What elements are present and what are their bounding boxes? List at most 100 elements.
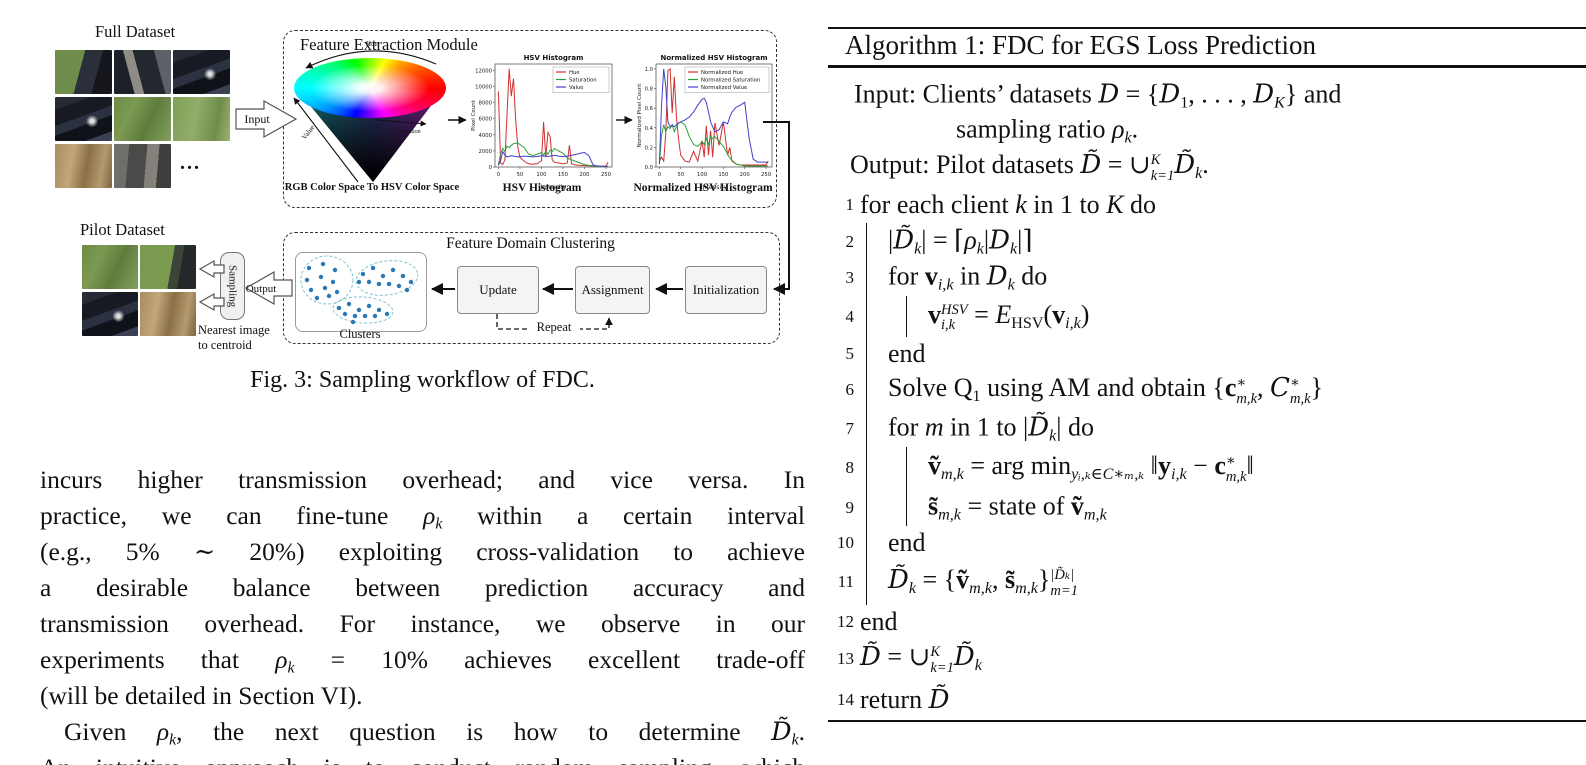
algorithm-line-5: 5 end: [828, 337, 1586, 370]
algorithm-bottom-rule: [828, 720, 1586, 722]
feature-domain-clustering-title: Feature Domain Clustering: [446, 235, 615, 252]
svg-text:Pixel Count: Pixel Count: [471, 99, 477, 131]
algorithm-line-6: 6 Solve Q1 using AM and obtain {c ∗ m,k, C ∗…: [828, 370, 1586, 410]
normalized-histogram-caption: Normalized HSV Histogram: [633, 182, 773, 194]
svg-text:6000: 6000: [479, 117, 493, 123]
algorithm-line-12: 12 end: [828, 605, 1586, 638]
algorithm-header-line: sampling ratio ρk.: [956, 114, 1139, 146]
body-paragraph: incurs higher transmission overhead; and…: [40, 462, 805, 765]
algorithm-indent-bar: [866, 489, 867, 526]
svg-text:150: 150: [718, 172, 729, 178]
algorithm-indent-bar: [866, 337, 867, 370]
body-text-line: a desirable balance between prediction a…: [40, 573, 805, 602]
svg-text:HSV Histogram: HSV Histogram: [524, 54, 584, 62]
hsv-histogram-chart: HSV Histogram020004000600080001000012000…: [471, 54, 613, 191]
hsv-histogram-caption: HSV Histogram: [502, 182, 582, 194]
algorithm-indent-bar: [866, 410, 867, 447]
svg-text:250: 250: [601, 172, 612, 178]
svg-text:200: 200: [740, 172, 751, 178]
algorithm-line-number: 10: [837, 532, 854, 552]
algorithm-line-4: 4 v HSV i,k = EHSV(vi,k): [828, 296, 1586, 337]
full-dataset-label: Full Dataset: [95, 22, 176, 41]
dataset-image: [82, 292, 138, 336]
dataset-image: [173, 97, 230, 141]
svg-text:10000: 10000: [475, 85, 492, 91]
body-text-line: transmission overhead. For instance, we …: [40, 609, 805, 638]
svg-text:100: 100: [536, 172, 547, 178]
algorithm-line-number: 13: [837, 649, 854, 668]
algorithm-line-3: 3 for vi,k in Dk do: [828, 260, 1586, 296]
svg-text:50: 50: [517, 172, 524, 178]
svg-text:50: 50: [677, 172, 684, 178]
dataset-image: [55, 50, 112, 94]
algorithm-indent-bar: [866, 526, 867, 559]
svg-text:0.2: 0.2: [645, 145, 653, 151]
nearest-image-note: Nearest image to centroid: [198, 323, 270, 352]
svg-text:Normalized Pixel Count: Normalized Pixel Count: [637, 83, 643, 148]
algorithm-line-8: 8 ṽm,k = arg minyᵢ,ₖ∈C∗ₘ,ₖ ‖yi,k − c ∗ m,k ‖: [828, 447, 1586, 489]
svg-text:100: 100: [697, 172, 708, 178]
algorithm-line-number: 1: [845, 194, 855, 214]
algorithm-line-number: 3: [845, 268, 855, 287]
algorithm-line-11: 11 D̃k = {ṽm,k, s̃m,k} |D̃ₖ| m=1: [828, 559, 1586, 605]
dataset-image: [114, 50, 171, 94]
svg-text:Intensity: Intensity: [540, 184, 567, 191]
figure-caption: Fig. 3: Sampling workflow of FDC.: [250, 367, 595, 393]
algorithm-title: Algorithm 1: FDC for EGS Loss Prediction: [845, 30, 1316, 60]
algorithm-line-number: 7: [845, 418, 855, 438]
algorithm-header-line: Input: Clients’ datasets D = {D1, . . . …: [854, 79, 1342, 111]
svg-text:Normalized Saturation: Normalized Saturation: [701, 78, 760, 84]
algorithm-line-number: 12: [837, 611, 854, 631]
initialization-box: Initialization: [685, 266, 767, 314]
algorithm-line-number: 4: [845, 306, 855, 326]
clusters-scatter: [300, 255, 419, 325]
algorithm-line-number: 14: [837, 690, 854, 709]
pilot-dataset-label: Pilot Dataset: [80, 220, 165, 239]
algorithm-line-number: 8: [845, 458, 855, 477]
clusters-label: Clusters: [339, 327, 381, 341]
algorithm-line-number: 5: [845, 343, 855, 363]
body-text-line: practice, we can fine-tune ρk within a c…: [40, 501, 805, 533]
svg-text:Hue: Hue: [569, 70, 580, 76]
sampling-box: Sampling: [220, 252, 245, 320]
svg-text:200: 200: [579, 172, 590, 178]
update-box: Update: [457, 266, 539, 314]
svg-text:0: 0: [497, 172, 501, 178]
svg-text:Saturation: Saturation: [569, 78, 597, 84]
svg-text:150: 150: [558, 172, 569, 178]
hsv-cone-illustration: [292, 50, 448, 182]
svg-text:0: 0: [658, 172, 662, 178]
algorithm-indent-bar: [906, 447, 907, 489]
input-arrow-label: Input: [244, 112, 270, 126]
svg-text:0.0: 0.0: [645, 165, 654, 171]
dataset-image: [82, 245, 138, 289]
algorithm-line-1: 1 for each client k in 1 to K do: [828, 186, 1586, 223]
algorithm-line-number: 9: [845, 497, 855, 517]
svg-text:8000: 8000: [479, 101, 493, 107]
algorithm-indent-bar: [866, 447, 867, 489]
cone-caption: RGB Color Space To HSV Color Space: [284, 182, 460, 193]
svg-text:2000: 2000: [479, 149, 493, 155]
algorithm-line-number: 11: [837, 572, 854, 591]
algorithm-line-7: 7 for m in 1 to |D̃k| do: [828, 410, 1586, 447]
algorithm-line-2: 2 |D̃k| = ⌈ρk|Dk|⌉: [828, 223, 1586, 260]
algorithm-line-number: 6: [845, 380, 855, 399]
algorithm-indent-bar: [866, 260, 867, 296]
svg-text:0.4: 0.4: [645, 126, 654, 132]
normalized-hsv-histogram-chart: Normalized HSV Histogram 0.0 0.2 0.4 0.6 0.8 1…: [637, 54, 773, 191]
assignment-box: Assignment: [575, 266, 650, 314]
dataset-image: [114, 97, 171, 141]
svg-text:12000: 12000: [475, 68, 492, 74]
svg-text:Value: Value: [569, 85, 584, 91]
svg-text:Normalized Value: Normalized Value: [701, 85, 747, 91]
feature-extraction-module-title: Feature Extraction Module: [300, 35, 478, 54]
clusters-box: [295, 252, 427, 332]
algorithm-indent-bar: [906, 296, 907, 337]
body-text-line: An intuitive approach is to conduct rand…: [40, 750, 805, 765]
svg-text:Normalized Hue: Normalized Hue: [701, 70, 743, 76]
algorithm-line-14: 14 return D̃: [828, 680, 1586, 720]
algorithm-indent-bar: [866, 370, 867, 410]
